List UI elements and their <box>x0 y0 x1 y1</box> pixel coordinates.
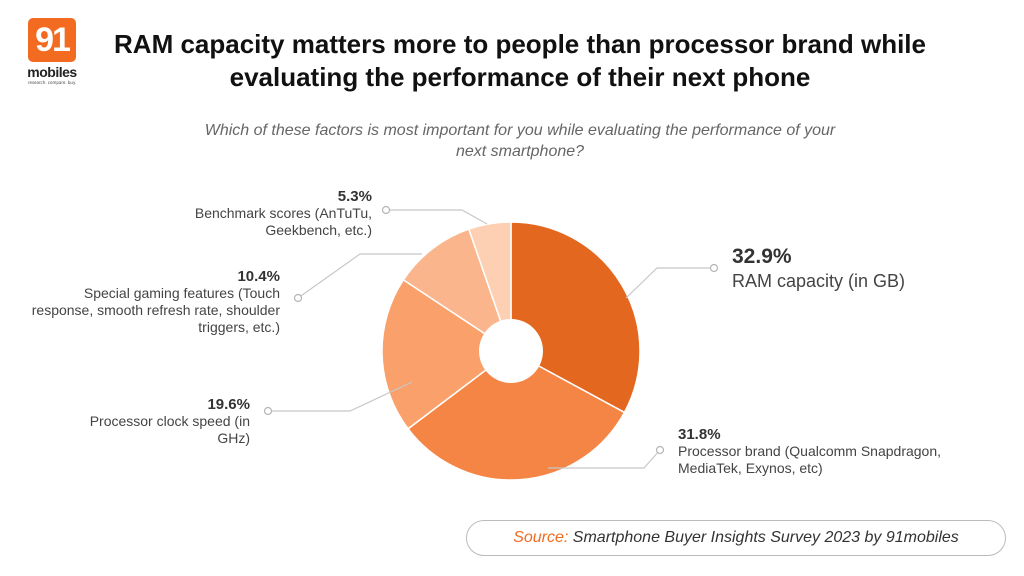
label-ram-capacity: 32.9% RAM capacity (in GB) <box>732 244 905 292</box>
donut-hole <box>479 319 543 383</box>
label-benchmark-scores: 5.3% Benchmark scores (AnTuTu, Geekbench… <box>180 188 372 239</box>
slice-processor-brand <box>407 350 626 481</box>
source-text: Smartphone Buyer Insights Survey 2023 by… <box>572 529 959 546</box>
slice-category-label: RAM capacity (in GB) <box>732 271 906 291</box>
slice-value-label: 32.9% <box>732 245 792 268</box>
leader-dot <box>709 263 719 273</box>
slice-value-label: 10.4% <box>237 268 280 285</box>
leader-dot <box>263 406 273 416</box>
leader-dot <box>381 205 391 215</box>
slice-category-label: Special gaming features (Touch response,… <box>31 285 280 335</box>
logo-name: mobiles <box>27 64 77 80</box>
leader-line <box>625 267 714 299</box>
leader-line <box>386 209 488 225</box>
slice-category-label: Processor clock speed (in GHz) <box>89 413 250 446</box>
label-gaming-features: 10.4% Special gaming features (Touch res… <box>30 268 280 336</box>
slice-value-label: 19.6% <box>207 396 250 413</box>
brand-logo: 91 mobiles research. compare. buy. <box>26 18 78 88</box>
label-processor-clock-speed: 19.6% Processor clock speed (in GHz) <box>70 396 250 447</box>
slice-category-label: Processor brand (Qualcomm Snapdragon, Me… <box>678 443 942 476</box>
chart-subtitle: Which of these factors is most important… <box>204 122 836 160</box>
leader-line <box>297 253 422 299</box>
slice-category-label: Benchmark scores (AnTuTu, Geekbench, etc… <box>194 205 372 238</box>
source-label: Source: <box>513 529 569 546</box>
leader-line <box>268 381 413 412</box>
chart-title: RAM capacity matters more to people than… <box>114 29 926 92</box>
slice-value-label: 5.3% <box>337 188 372 205</box>
slice-value-label: 31.8% <box>678 426 721 443</box>
label-processor-brand: 31.8% Processor brand (Qualcomm Snapdrag… <box>678 426 1008 477</box>
slice-gaming-features <box>402 228 513 353</box>
slice-ram-capacity <box>510 221 641 414</box>
leader-dot <box>293 293 303 303</box>
leader-line <box>548 449 661 469</box>
slice-processor-clock-speed <box>381 278 513 430</box>
leader-dot <box>655 445 665 455</box>
logo-tagline: research. compare. buy. <box>27 80 77 85</box>
slice-benchmark-scores <box>467 221 512 352</box>
source-note: Source: Smartphone Buyer Insights Survey… <box>466 520 1006 556</box>
logo-number: 91 <box>28 18 76 62</box>
